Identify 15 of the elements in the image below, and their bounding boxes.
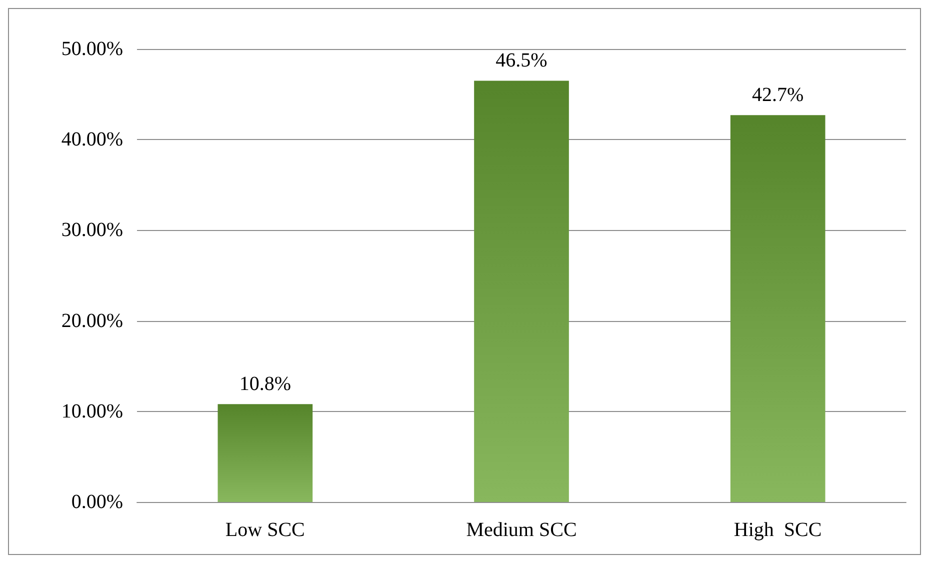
y-tick-label: 40.00%: [61, 128, 123, 151]
y-tick-label: 10.00%: [61, 400, 123, 422]
y-tick-label: 20.00%: [61, 310, 123, 332]
bar: [474, 80, 569, 502]
data-label: 42.7%: [752, 84, 804, 106]
bar: [730, 115, 826, 502]
x-tick-label: Medium SCC: [466, 519, 577, 541]
bar: [218, 404, 313, 502]
y-tick-label: 50.00%: [61, 38, 123, 60]
y-tick-label: 30.00%: [61, 219, 123, 242]
data-label: 46.5%: [496, 50, 548, 72]
x-tick-label: High SCC: [734, 519, 822, 541]
x-tick-label: Low SCC: [225, 519, 305, 541]
y-tick-label: 0.00%: [71, 491, 123, 513]
data-label: 10.8%: [239, 373, 292, 396]
